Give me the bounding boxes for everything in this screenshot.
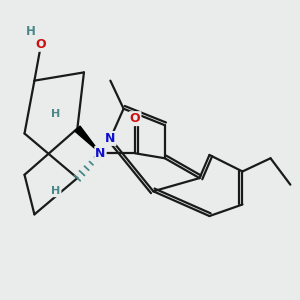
- Polygon shape: [75, 126, 101, 153]
- Text: H: H: [51, 186, 61, 196]
- Text: O: O: [36, 38, 46, 51]
- Text: N: N: [95, 147, 106, 160]
- Text: H: H: [51, 109, 61, 119]
- Text: O: O: [130, 112, 140, 125]
- Text: H: H: [26, 25, 36, 38]
- Text: N: N: [105, 132, 116, 145]
